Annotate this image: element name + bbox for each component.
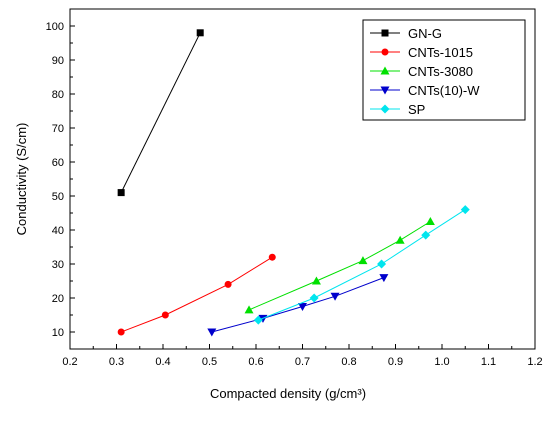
legend: GN-G CNTs-1015 CNTs-3080 CNTs(10)-W SP xyxy=(362,19,526,121)
data-point xyxy=(460,205,470,215)
data-point xyxy=(421,230,431,240)
legend-marker xyxy=(381,48,389,56)
legend-label: CNTs(10)-W xyxy=(408,83,480,98)
legend-label: CNTs-1015 xyxy=(408,45,473,60)
x-tick-label: 0.8 xyxy=(341,356,356,368)
data-point xyxy=(358,256,368,265)
series-layer xyxy=(117,29,470,337)
series-cnts-3080 xyxy=(244,217,435,314)
data-point xyxy=(244,305,254,314)
data-point xyxy=(395,235,405,244)
data-point xyxy=(311,276,321,285)
series-sp xyxy=(253,205,470,325)
data-point xyxy=(161,311,169,319)
legend-item: GN-G xyxy=(370,26,442,41)
series-line xyxy=(258,209,466,321)
legend-items: GN-G CNTs-1015 CNTs-3080 CNTs(10)-W SP xyxy=(370,26,480,117)
y-tick-label: 90 xyxy=(52,55,64,67)
y-tick-label: 60 xyxy=(52,157,64,169)
x-tick-label: 0.4 xyxy=(155,356,170,368)
series-line xyxy=(120,32,201,193)
x-axis-title: Compacted density (g/cm³) xyxy=(210,386,366,401)
x-tick-label: 0.2 xyxy=(62,356,77,368)
y-tick-label: 30 xyxy=(52,259,64,271)
data-point xyxy=(309,293,319,303)
y-tick-label: 100 xyxy=(46,21,64,33)
legend-marker xyxy=(380,104,390,114)
x-tick-label: 1.0 xyxy=(434,356,449,368)
y-tick-label: 80 xyxy=(52,89,64,101)
series-cnts-10-w xyxy=(207,274,389,337)
y-tick-label: 50 xyxy=(52,191,64,203)
data-point xyxy=(425,217,435,225)
data-point xyxy=(377,259,387,269)
data-point xyxy=(298,303,307,311)
y-axis-title: Conductivity (S/cm) xyxy=(14,123,29,236)
series-cnts-1015 xyxy=(117,253,276,336)
legend-item: CNTs(10)-W xyxy=(370,83,480,98)
legend-item: SP xyxy=(370,102,425,117)
legend-item: CNTs-3080 xyxy=(370,64,473,79)
y-tick-label: 20 xyxy=(52,293,64,305)
series-line xyxy=(248,221,431,311)
y-axis-ticks: 10 20 30 40 50 60 70 80 90 100 xyxy=(46,8,75,350)
legend-marker xyxy=(380,66,390,75)
legend-box xyxy=(362,19,526,121)
series-line xyxy=(120,256,273,333)
x-tick-label: 0.5 xyxy=(202,356,217,368)
x-axis-ticks: 0.2 0.3 0.4 0.5 0.6 0.7 0.8 0.9 1.0 1.1 1.2 xyxy=(62,344,543,368)
x-tick-label: 0.3 xyxy=(109,356,124,368)
legend-label: CNTs-3080 xyxy=(408,64,473,79)
x-tick-label: 0.9 xyxy=(388,356,403,368)
y-tick-label: 70 xyxy=(52,123,64,135)
legend-marker xyxy=(381,29,389,37)
legend-marker xyxy=(380,86,390,95)
legend-label: SP xyxy=(408,102,425,117)
x-tick-label: 1.1 xyxy=(481,356,496,368)
y-tick-label: 10 xyxy=(52,327,64,339)
data-point xyxy=(268,253,276,261)
data-point xyxy=(117,189,125,197)
y-tick-label: 40 xyxy=(52,225,64,237)
data-point xyxy=(196,29,204,37)
x-tick-label: 0.7 xyxy=(295,356,310,368)
series-gn-g xyxy=(117,29,204,197)
x-tick-label: 0.6 xyxy=(248,356,263,368)
data-point xyxy=(253,315,263,325)
x-tick-label: 1.2 xyxy=(527,356,542,368)
data-point xyxy=(224,280,232,288)
legend-item: CNTs-1015 xyxy=(370,45,473,60)
data-point xyxy=(330,292,340,301)
data-point xyxy=(117,328,125,336)
data-point xyxy=(379,274,389,283)
legend-label: GN-G xyxy=(408,26,442,41)
data-point xyxy=(207,328,217,337)
